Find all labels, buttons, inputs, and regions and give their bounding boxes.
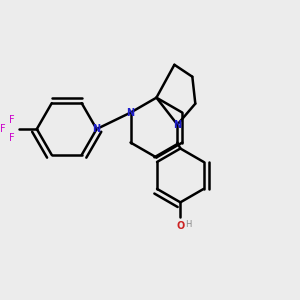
Text: F: F — [9, 115, 14, 125]
Text: F: F — [0, 124, 5, 134]
Text: N: N — [93, 124, 101, 134]
Text: N: N — [127, 108, 135, 118]
Text: F: F — [9, 133, 14, 143]
Text: N: N — [173, 120, 181, 130]
Text: O: O — [176, 221, 184, 231]
Text: H: H — [185, 220, 191, 229]
